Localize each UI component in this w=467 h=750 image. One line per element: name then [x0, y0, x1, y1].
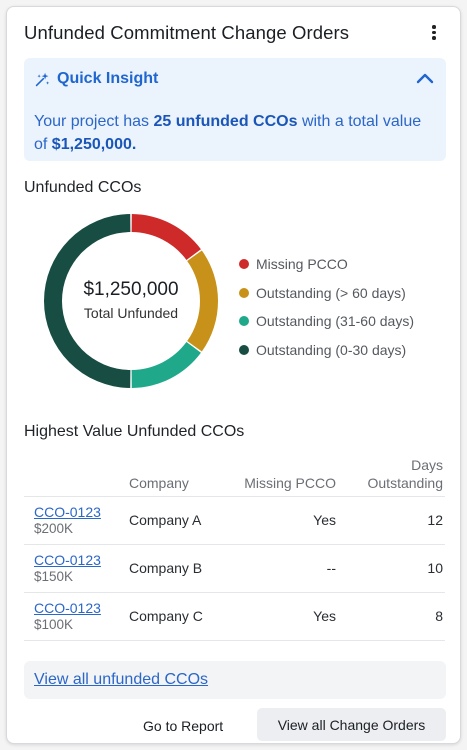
- insight-text-prefix: Your project has: [34, 113, 154, 130]
- quick-insight-text: Your project has 25 unfunded CCOs with a…: [34, 110, 429, 156]
- legend-dot: [239, 287, 249, 298]
- legend-dot: [239, 316, 249, 327]
- legend-item: Outstanding (> 60 days): [239, 279, 414, 308]
- insight-count: 25 unfunded CCOs: [153, 113, 298, 130]
- company-cell: Company C: [129, 591, 234, 641]
- col-header-days-outstanding: Days Outstanding: [367, 456, 444, 491]
- insight-value: $1,250,000.: [51, 136, 137, 153]
- col-header-cco: [24, 452, 129, 496]
- table-row: CCO-0123 $150K Company B -- 10: [24, 543, 445, 592]
- insight-text-middle: with a total value of: [34, 113, 422, 153]
- quick-insight-header[interactable]: Quick Insight: [34, 70, 158, 88]
- cco-link[interactable]: CCO-0123: [34, 504, 101, 520]
- kebab-menu-icon[interactable]: [425, 23, 443, 45]
- cco-amount: $200K: [34, 521, 74, 536]
- quick-insight-title: Quick Insight: [57, 70, 159, 87]
- donut-svg: [43, 214, 218, 388]
- legend-label: Outstanding (> 60 days): [256, 284, 406, 301]
- highest-value-table: Company Missing PCCO Days Outstanding CC…: [24, 452, 445, 641]
- col-header-company: Company: [129, 474, 189, 491]
- legend-dot: [239, 259, 249, 270]
- view-all-unfunded-box: View all unfunded CCOs: [24, 661, 446, 699]
- donut-slice[interactable]: [187, 250, 218, 352]
- sparkle-icon: [35, 72, 50, 86]
- view-all-change-orders-button[interactable]: View all Change Orders: [257, 708, 446, 741]
- days-outstanding-cell: 12: [336, 495, 445, 544]
- quick-insight-panel: Quick Insight Your project has 25 unfund…: [24, 58, 446, 161]
- company-cell: Company B: [129, 543, 234, 592]
- cco-amount: $150K: [34, 569, 74, 584]
- chevron-up-icon[interactable]: [416, 71, 434, 85]
- donut-center-label: Total Unfunded: [83, 305, 179, 321]
- missing-pcco-cell: Yes: [234, 591, 336, 641]
- table-row: CCO-0123 $100K Company C Yes 8: [24, 591, 445, 641]
- cco-amount: $100K: [34, 617, 74, 632]
- donut-center-value: $1,250,000: [83, 279, 179, 300]
- missing-pcco-cell: Yes: [234, 495, 336, 544]
- cco-link[interactable]: CCO-0123: [34, 600, 101, 616]
- missing-pcco-cell: --: [234, 543, 336, 592]
- go-to-report-button[interactable]: Go to Report: [143, 718, 224, 734]
- donut-slice[interactable]: [131, 214, 201, 260]
- donut-section-label: Unfunded CCOs: [24, 179, 142, 196]
- legend-dot: [239, 344, 249, 355]
- col-header-missing-pcco: Missing PCCO: [244, 474, 336, 491]
- table-row: CCO-0123 $200K Company A Yes 12: [24, 495, 445, 544]
- legend-label: Outstanding (0-30 days): [256, 341, 407, 358]
- legend-label: Missing PCCO: [256, 256, 348, 273]
- unfunded-cco-card: Unfunded Commitment Change Orders Quick …: [6, 6, 461, 744]
- view-all-unfunded-link[interactable]: View all unfunded CCOs: [34, 671, 209, 688]
- cco-link[interactable]: CCO-0123: [34, 552, 101, 568]
- table-section-label: Highest Value Unfunded CCOs: [24, 423, 245, 440]
- days-outstanding-cell: 10: [336, 543, 445, 592]
- donut-legend: Missing PCCO Outstanding (> 60 days) Outst…: [239, 250, 414, 364]
- card-title: Unfunded Commitment Change Orders: [24, 22, 350, 43]
- days-outstanding-cell: 8: [336, 591, 445, 641]
- legend-item: Missing PCCO: [239, 250, 414, 279]
- donut-chart: $1,250,000 Total Unfunded: [37, 207, 225, 395]
- donut-slice[interactable]: [131, 342, 201, 388]
- legend-item: Outstanding (0-30 days): [239, 336, 414, 365]
- donut-center: $1,250,000 Total Unfunded: [37, 279, 225, 321]
- company-cell: Company A: [129, 495, 234, 544]
- legend-item: Outstanding (31-60 days): [239, 307, 414, 336]
- legend-label: Outstanding (31-60 days): [256, 313, 414, 330]
- table-header-row: Company Missing PCCO Days Outstanding: [24, 452, 445, 496]
